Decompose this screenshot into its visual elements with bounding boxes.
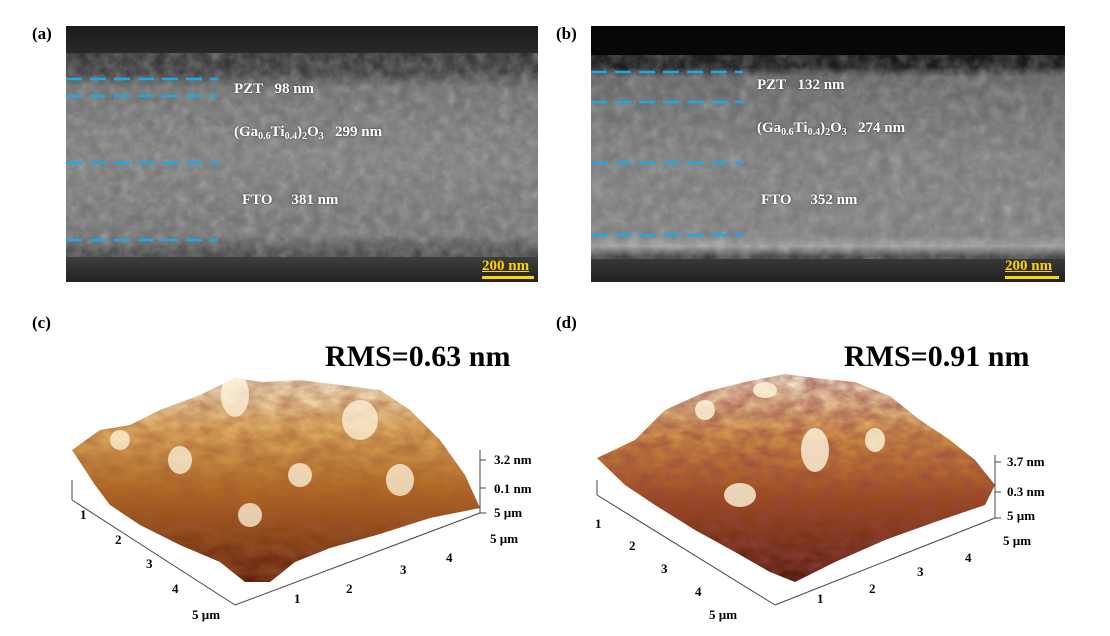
afm-c-right-tick-1: 1 xyxy=(294,591,301,606)
afm-c-right-tick-3: 3 xyxy=(400,562,407,577)
afm-c-z-top: 3.2 nm xyxy=(494,452,532,467)
afm-d-left-tick-4: 4 xyxy=(695,584,702,599)
afm-d-z-top: 3.7 nm xyxy=(1007,454,1045,469)
afm-c-axes xyxy=(71,450,486,606)
afm-surface-c xyxy=(71,378,486,606)
afm-d-right-end: 5 µm xyxy=(1003,533,1032,548)
sem-b-scale-bar xyxy=(1005,276,1059,279)
panel-a-label: (a) xyxy=(32,24,52,43)
afm-plot-d: 3.7 nm 0.3 nm 5 µm 5 µm 1 2 3 4 5 µm 1 2… xyxy=(555,300,1110,636)
sem-b-gto: (Ga0.6Ti0.4)2O3 274 nm xyxy=(757,120,906,138)
afm-d-axes xyxy=(596,455,1001,606)
afm-c-right-tick-2: 2 xyxy=(346,581,353,596)
sem-b-texture xyxy=(591,26,1065,282)
afm-d-right-tick-2: 2 xyxy=(869,581,876,596)
panel-b-label: (b) xyxy=(556,24,577,43)
rms-c: RMS=0.63 nm xyxy=(325,340,511,373)
sem-a-scale-bar xyxy=(482,276,534,279)
sem-b-fto: FTO 352 nm xyxy=(761,192,858,208)
afm-d-left-end: 5 µm xyxy=(709,607,738,622)
panel-d-label: (d) xyxy=(556,313,577,332)
afm-d-z-bottom: 0.3 nm xyxy=(1007,484,1045,499)
sem-b-scale-label: 200 nm xyxy=(1005,258,1053,274)
afm-c-right-end: 5 µm xyxy=(490,531,519,546)
sem-a-texture xyxy=(66,26,538,282)
afm-c-left-tick-3: 3 xyxy=(146,556,153,571)
sem-b-interface-lines xyxy=(591,70,743,237)
afm-c-left-tick-2: 2 xyxy=(115,532,122,547)
afm-surface-d xyxy=(596,374,1001,606)
afm-c-z-end: 5 µm xyxy=(494,505,523,520)
afm-d-right-tick-1: 1 xyxy=(817,591,824,606)
sem-a-interface-lines xyxy=(66,77,218,242)
sem-image-a: PZT 98 nm (Ga0.6Ti0.4)2O3 299 nm FTO 381… xyxy=(66,26,538,282)
afm-c-right-tick-4: 4 xyxy=(446,550,453,565)
afm-plot-c: 3.2 nm 0.1 nm 5 µm 5 µm 1 2 3 4 5 µm 1 2… xyxy=(0,300,555,636)
sem-image-b: PZT 132 nm (Ga0.6Ti0.4)2O3 274 nm FTO 35… xyxy=(591,26,1065,282)
afm-d-left-tick-2: 2 xyxy=(629,538,636,553)
afm-c-left-tick-4: 4 xyxy=(172,581,179,596)
afm-c-left-end: 5 µm xyxy=(192,607,221,622)
afm-d-z-end: 5 µm xyxy=(1007,508,1036,523)
sem-a-gto: (Ga0.6Ti0.4)2O3 299 nm xyxy=(234,124,383,142)
afm-d-right-tick-3: 3 xyxy=(917,564,924,579)
afm-c-left-tick-1: 1 xyxy=(80,507,87,522)
sem-a-pzt: PZT 98 nm xyxy=(234,81,315,97)
afm-d-left-tick-1: 1 xyxy=(595,516,602,531)
afm-d-right-tick-4: 4 xyxy=(965,550,972,565)
sem-a-fto: FTO 381 nm xyxy=(242,192,339,208)
panel-c-label: (c) xyxy=(32,313,51,332)
rms-d: RMS=0.91 nm xyxy=(844,340,1030,373)
sem-b-pzt: PZT 132 nm xyxy=(757,77,845,93)
sem-a-scale-label: 200 nm xyxy=(482,258,530,274)
afm-d-left-tick-3: 3 xyxy=(661,561,668,576)
afm-c-z-bottom: 0.1 nm xyxy=(494,481,532,496)
